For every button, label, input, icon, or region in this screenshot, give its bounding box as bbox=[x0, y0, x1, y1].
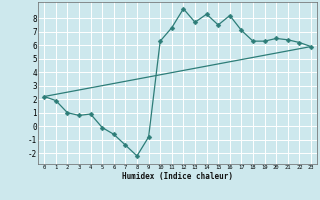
X-axis label: Humidex (Indice chaleur): Humidex (Indice chaleur) bbox=[122, 172, 233, 181]
